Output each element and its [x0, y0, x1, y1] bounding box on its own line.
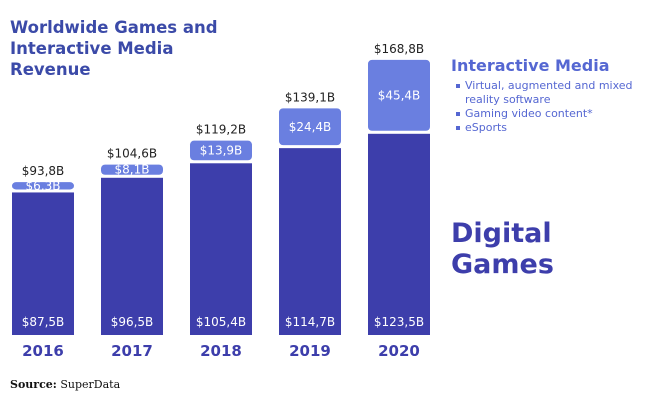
label-digital-games-2017: $96,5B — [111, 315, 154, 329]
label-digital-games-2016: $87,5B — [22, 315, 65, 329]
label-total-2016: $93,8B — [22, 164, 65, 178]
bar-interactive-media-2016 — [12, 182, 74, 190]
bar-interactive-media-2020 — [368, 59, 430, 131]
tick-label-2017: 2017 — [111, 342, 153, 360]
label-total-2018: $119,2B — [196, 123, 246, 137]
legend-item-vr-ar: Virtual, augmented and mixed reality sof… — [456, 79, 656, 107]
bar-digital-games-2019 — [279, 148, 341, 335]
tick-label-2016: 2016 — [22, 342, 64, 360]
legend-digital-games: Digital Games — [451, 218, 554, 280]
bar-digital-games-2018 — [190, 163, 252, 335]
tick-label-2018: 2018 — [200, 342, 242, 360]
bar-interactive-media-2018 — [190, 140, 252, 161]
label-total-2017: $104,6B — [107, 147, 157, 161]
label-digital-games-2020: $123,5B — [374, 315, 424, 329]
tick-label-2019: 2019 — [289, 342, 331, 360]
bar-interactive-media-2019 — [279, 108, 341, 146]
label-interactive-media-2017: $8,1B — [115, 163, 150, 177]
label-total-2020: $168,8B — [374, 42, 424, 56]
bar-digital-games-2016 — [12, 192, 74, 335]
label-interactive-media-2018: $13,9B — [200, 143, 243, 157]
bar-digital-games-2017 — [101, 177, 163, 335]
label-interactive-media-2019: $24,4B — [289, 120, 332, 134]
label-interactive-media-2020: $45,4B — [378, 88, 421, 102]
legend-interactive-media-title: Interactive Media — [451, 56, 610, 75]
label-digital-games-2018: $105,4B — [196, 315, 246, 329]
legend-interactive-media-list: Virtual, augmented and mixed reality sof… — [451, 79, 656, 135]
source-text: SuperData — [60, 378, 121, 391]
label-digital-games-2019: $114,7B — [285, 315, 335, 329]
legend-item-gaming-video: Gaming video content* — [456, 107, 656, 121]
bar-interactive-media-2017 — [101, 164, 163, 175]
legend-item-esports: eSports — [456, 121, 656, 135]
label-interactive-media-2016: $6,3B — [26, 179, 61, 193]
stacked-bar-chart: $87,5B $6,3B$93,8B 2016 $96,5B $8,1B $104,6B 2… — [12, 42, 430, 360]
bar-digital-games-2020 — [368, 133, 430, 335]
source-note: Source: SuperData — [10, 378, 120, 391]
label-total-2019: $139,1B — [285, 90, 335, 104]
source-label: Source: — [10, 378, 57, 391]
chart-title: Worldwide Games and Interactive Media Re… — [10, 18, 218, 79]
tick-label-2020: 2020 — [378, 342, 420, 360]
legend-interactive-media: Interactive Media Virtual, augmented and… — [451, 56, 656, 135]
